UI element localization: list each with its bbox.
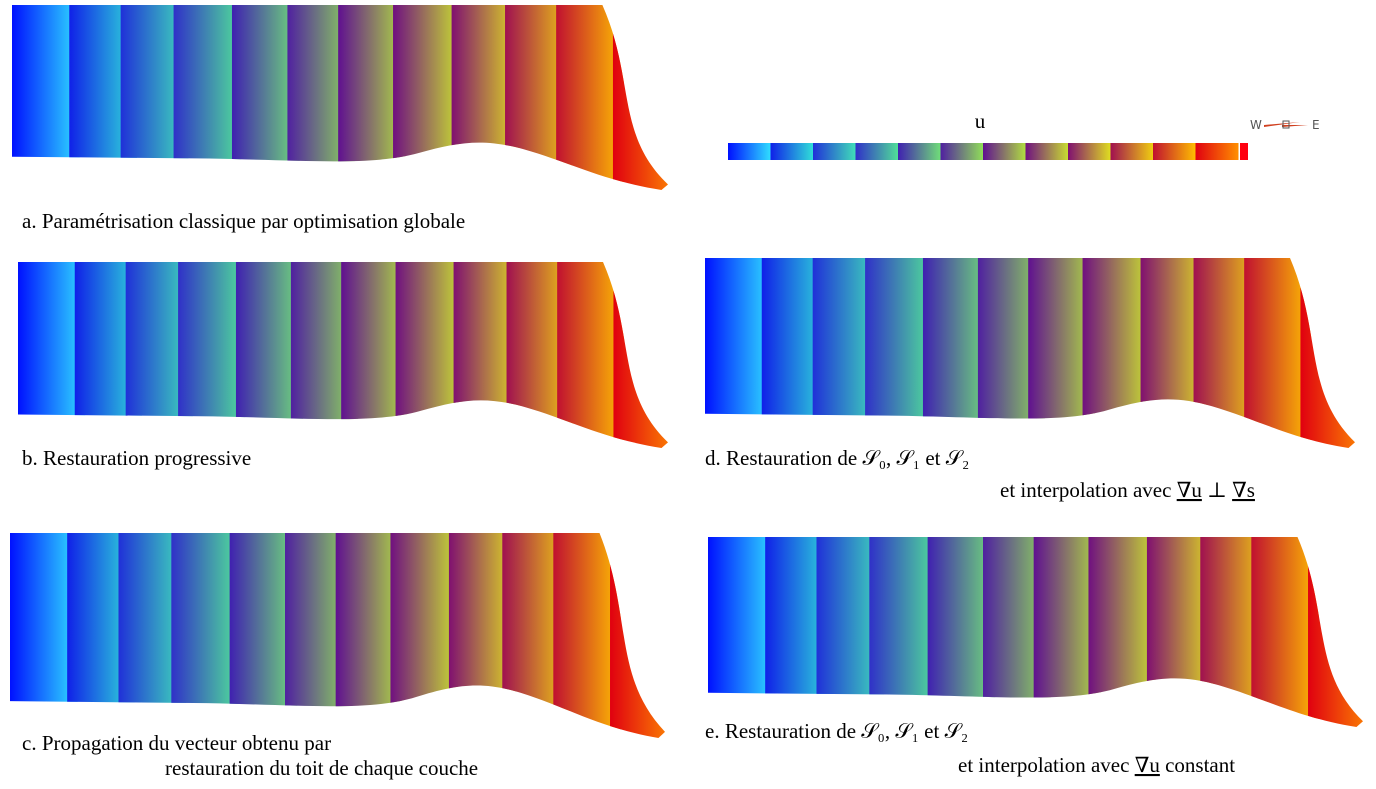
colorbar-segment [940,143,984,160]
colorbar-segment [1110,143,1154,160]
stripe [1308,537,1363,727]
caption: et interpolation avec ∇u ⊥ ∇s [1000,478,1255,502]
stripe [1088,537,1157,727]
restoration-panel [708,537,1363,727]
colorbar-segment [855,143,899,160]
caption-part: et interpolation avec [958,753,1135,777]
caption-part: ∇u [1177,478,1203,502]
stripe [865,258,933,448]
stripe [178,262,246,448]
stripe [390,533,459,738]
caption: b. Restauration progressive [22,446,251,470]
stripe [395,262,463,448]
colorbar-label: u [975,109,986,133]
colorbar-segment [770,143,814,160]
stripe [869,537,938,727]
restoration-panel [705,258,1355,448]
stripes [10,533,665,738]
caption: a. Paramétrisation classique par optimis… [22,209,465,233]
restoration-panel [12,5,668,190]
restoration-panel [18,262,668,448]
stripe [610,533,665,738]
stripe [613,262,668,448]
caption-part: ⊥ [1202,478,1232,502]
caption-part: et interpolation avec [1000,478,1177,502]
caption: c. Propagation du vecteur obtenu par [22,731,331,755]
colorbar-segment [728,143,771,160]
colorbar-segment [983,143,1026,160]
colorbar-end [1240,143,1248,160]
stripe [171,533,240,738]
caption-part: c. Propagation du vecteur obtenu par [22,731,331,755]
colorbar-segment [813,143,856,160]
colorbar-segment [1025,143,1069,160]
caption: e. Restauration de 𝒮₀, 𝒮₁ et 𝒮₂ [705,719,968,743]
colorbar-segment [1068,143,1111,160]
stripes [18,262,668,448]
colorbar-segment [1153,143,1196,160]
stripe [553,533,621,738]
stripe [1082,258,1150,448]
stripe [1244,258,1312,448]
caption-part: restauration du toit de chaque couche [165,756,478,780]
stripes [708,537,1363,727]
stripe [173,5,242,190]
caption-part: e. Restauration de 𝒮₀, 𝒮₁ et 𝒮₂ [705,719,968,743]
stripe [393,5,461,190]
caption-part: a. Paramétrisation classique par optimis… [22,209,465,233]
stripes [705,258,1355,448]
stripes [12,5,668,190]
stripe [557,262,625,448]
compass-box [1282,120,1290,129]
caption-part: constant [1160,753,1235,777]
stripe [556,5,624,190]
caption-part: b. Restauration progressive [22,446,251,470]
caption: d. Restauration de 𝒮₀, 𝒮₁ et 𝒮₂ [705,446,969,470]
stripe [1300,258,1355,448]
colorbar-segment [1195,143,1239,160]
stripe [612,5,668,190]
colorbar [728,143,1248,160]
restoration-panel [10,533,665,738]
compass-west: W [1250,118,1262,132]
compass-east: E [1312,118,1320,132]
compass-arrow [1264,122,1308,127]
caption: restauration du toit de chaque couche [165,756,478,780]
caption-part: ∇s [1232,478,1255,502]
stripe [1251,537,1319,727]
colorbar-segment [898,143,941,160]
caption-part: ∇u [1135,753,1161,777]
caption: et interpolation avec ∇u constant [958,753,1235,777]
caption-part: d. Restauration de 𝒮₀, 𝒮₁ et 𝒮₂ [705,446,969,470]
